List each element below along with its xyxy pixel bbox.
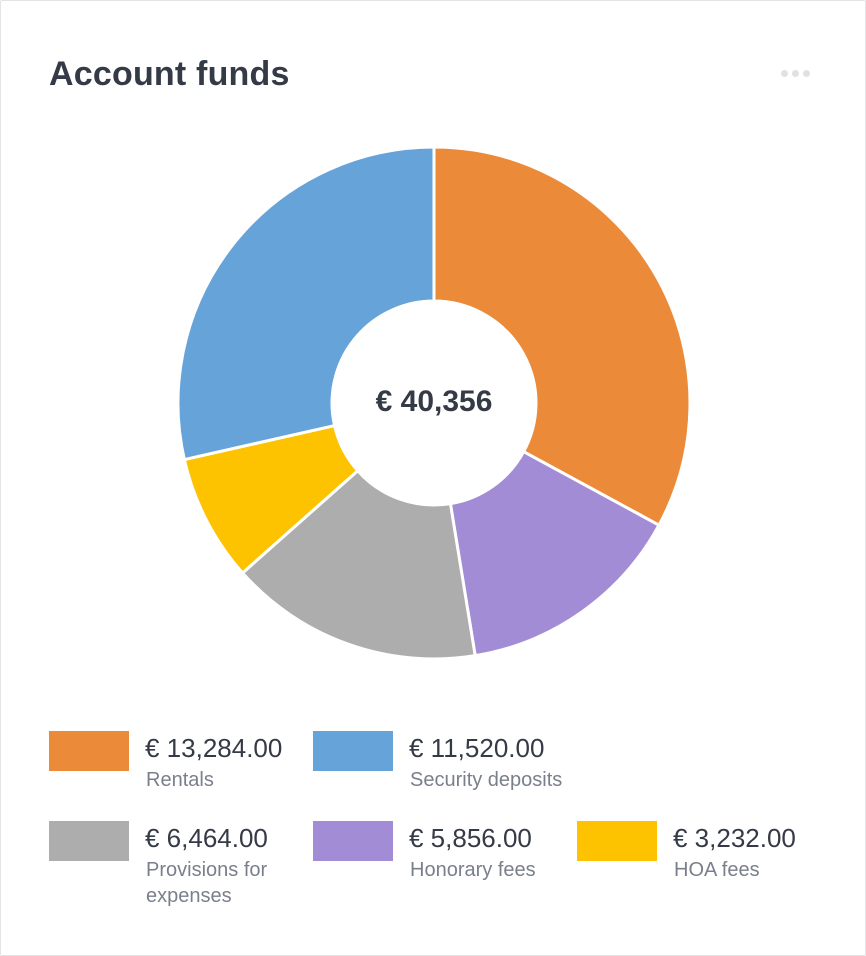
- menu-dot: [791, 69, 799, 77]
- legend-label: HOA fees: [674, 859, 760, 881]
- menu-dot: [802, 69, 810, 77]
- legend-swatch: [313, 731, 393, 771]
- donut-chart: € 40,356: [176, 145, 692, 661]
- legend-label: Security deposits: [410, 769, 563, 791]
- donut-center-total: € 40,356: [376, 385, 493, 418]
- legend-amount: € 6,464.00: [145, 823, 268, 853]
- card-title: Account funds: [49, 55, 290, 93]
- legend-amount: € 11,520.00: [409, 733, 545, 763]
- donut-slice-rentals[interactable]: [432, 145, 692, 527]
- legend-amount: € 13,284.00: [145, 733, 283, 763]
- legend-swatch: [49, 731, 129, 771]
- donut-slice-security-deposits[interactable]: [176, 145, 436, 462]
- legend-label: Provisions for expenses: [146, 859, 268, 907]
- donut-slice-provisions-for-expenses[interactable]: [241, 469, 477, 661]
- menu-dot: [780, 69, 788, 77]
- legend-swatch: [49, 821, 129, 861]
- donut-slices: [176, 145, 692, 661]
- more-options-icon[interactable]: [773, 63, 817, 83]
- legend-amount: € 5,856.00: [409, 823, 532, 853]
- legend-label: Honorary fees: [410, 859, 536, 881]
- legend-amount: € 3,232.00: [673, 823, 796, 853]
- donut-slice-honorary-fees[interactable]: [448, 450, 661, 658]
- legend-swatch: [577, 821, 657, 861]
- legend-label: Rentals: [146, 769, 214, 791]
- legend-swatch: [313, 821, 393, 861]
